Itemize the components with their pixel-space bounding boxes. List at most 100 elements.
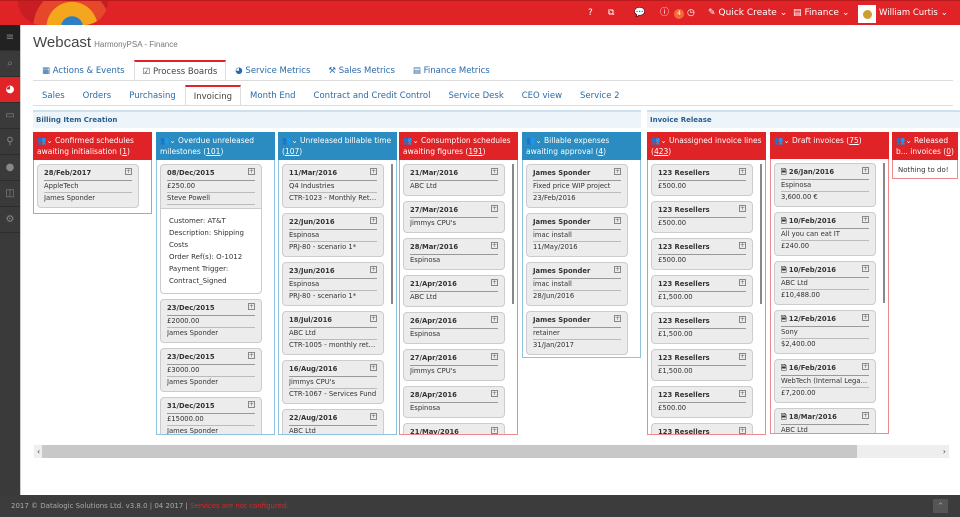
expand-icon[interactable]: +: [491, 353, 498, 360]
vertical-scrollbar[interactable]: [760, 164, 762, 304]
expand-icon[interactable]: +: [614, 217, 621, 224]
board-card[interactable]: 21/Mar/2016 + ABC Ltd: [403, 164, 505, 196]
column-header[interactable]: 👥⌄ Released b... invoices (0): [892, 132, 958, 160]
expand-icon[interactable]: +: [862, 412, 869, 419]
board-card[interactable]: 123 Resellers + £500.00: [651, 238, 753, 270]
scroll-top-button[interactable]: ^: [933, 499, 948, 513]
expand-icon[interactable]: +: [125, 168, 132, 175]
expand-icon[interactable]: +: [248, 303, 255, 310]
board-card[interactable]: 123 Resellers + £500.00: [651, 164, 753, 196]
expand-icon[interactable]: +: [370, 168, 377, 175]
expand-icon[interactable]: +: [862, 363, 869, 370]
column-count-link[interactable]: 75: [849, 136, 859, 145]
expand-icon[interactable]: +: [491, 316, 498, 323]
columns-icon[interactable]: ◫: [0, 181, 20, 207]
expand-icon[interactable]: +: [739, 316, 746, 323]
board-card[interactable]: 26/Apr/2016 + Espinosa: [403, 312, 505, 344]
subtab-service-[interactable]: Service 2: [580, 91, 620, 101]
board-card[interactable]: 28/Apr/2016 + Espinosa: [403, 386, 505, 418]
column-header[interactable]: 👥⌄ Consumption schedules awaiting figure…: [399, 132, 518, 160]
expand-icon[interactable]: +: [739, 279, 746, 286]
board-card[interactable]: 123 Resellers + £500.00: [651, 201, 753, 233]
copy-icon[interactable]: ⧉: [608, 8, 615, 18]
board-card[interactable]: 21/Apr/2016 + ABC Ltd: [403, 275, 505, 307]
quick-create-menu[interactable]: ✎ Quick Create ⌄: [708, 1, 787, 26]
board-card[interactable]: James Sponder + imac install 28/Jun/2016: [526, 262, 628, 306]
board-card[interactable]: 23/Dec/2015 + £2000.00 James Sponder: [160, 299, 262, 343]
notifications[interactable]: 4 ◷: [674, 1, 695, 26]
column-header[interactable]: 👥⌄ Overdue unreleased milestones (101): [156, 132, 275, 160]
board-card[interactable]: 27/Mar/2016 + Jimmys CPU's: [403, 201, 505, 233]
expand-icon[interactable]: +: [862, 314, 869, 321]
expand-icon[interactable]: +: [491, 390, 498, 397]
group-icon[interactable]: 👥⌄: [651, 136, 670, 145]
subtab-sales[interactable]: Sales: [42, 91, 65, 101]
board-card[interactable]: 27/Apr/2016 + Jimmys CPU's: [403, 349, 505, 381]
expand-icon[interactable]: +: [862, 265, 869, 272]
subtab-purchasing[interactable]: Purchasing: [129, 91, 176, 101]
expand-icon[interactable]: +: [370, 217, 377, 224]
column-header[interactable]: 👥⌄ Unassigned invoice lines (423): [647, 132, 766, 160]
board-card[interactable]: 22/Jun/2016 + Espinosa PRJ-80 - scenario 1*: [282, 213, 384, 257]
column-count-link[interactable]: 0: [946, 147, 951, 156]
expand-icon[interactable]: +: [862, 216, 869, 223]
user-icon[interactable]: ●: [0, 155, 20, 181]
chat-icon[interactable]: 💬: [634, 8, 646, 18]
vertical-scrollbar[interactable]: [883, 163, 885, 303]
expand-icon[interactable]: +: [491, 427, 498, 434]
tab-process-boards[interactable]: ☑ Process Boards: [133, 60, 227, 80]
expand-icon[interactable]: +: [739, 353, 746, 360]
expand-icon[interactable]: +: [491, 205, 498, 212]
board-card[interactable]: 16/Aug/2016 + Jimmys CPU's CTR-1067 - Servi…: [282, 360, 384, 404]
column-count-link[interactable]: 101: [206, 147, 221, 156]
board-card[interactable]: 🗎 16/Feb/2016 + WebTech (Internal Legal En…: [774, 359, 876, 403]
group-icon[interactable]: 👥⌄: [403, 136, 422, 145]
expand-icon[interactable]: +: [862, 167, 869, 174]
card-icon[interactable]: ▭: [0, 103, 20, 129]
subtab-ceo-view[interactable]: CEO view: [521, 91, 563, 101]
scrollbar-thumb[interactable]: [42, 445, 857, 458]
board-card[interactable]: 11/Mar/2016 + Q4 Industries CTR-1023 - Mont…: [282, 164, 384, 208]
expand-icon[interactable]: +: [614, 168, 621, 175]
expand-icon[interactable]: +: [370, 266, 377, 273]
board-card[interactable]: 28/Feb/2017 + AppleTech James Sponder: [37, 164, 139, 208]
scroll-right-icon[interactable]: ›: [942, 447, 946, 456]
board-card[interactable]: 08/Dec/2015 + £250.00 Steve Powell Customer:…: [160, 164, 262, 294]
column-header[interactable]: 👥⌄ Draft invoices (75): [770, 132, 889, 159]
search-icon[interactable]: ⌕: [0, 51, 20, 77]
group-icon[interactable]: 👥⌄: [774, 136, 793, 145]
group-icon[interactable]: 👥⌄: [526, 136, 545, 145]
tab-sales-metrics[interactable]: ⚒ Sales Metrics: [319, 60, 404, 80]
subtab-service-desk[interactable]: Service Desk: [448, 91, 504, 101]
expand-icon[interactable]: +: [614, 266, 621, 273]
user-menu[interactable]: William Curtis ⌄: [858, 1, 948, 26]
help-icon[interactable]: ?: [588, 8, 593, 18]
column-count-link[interactable]: 4: [598, 147, 604, 156]
board-card[interactable]: 123 Resellers + £1,500.00: [651, 275, 753, 307]
finance-menu[interactable]: ▤ Finance ⌄: [793, 1, 850, 26]
expand-icon[interactable]: +: [739, 205, 746, 212]
column-count-link[interactable]: 107: [284, 147, 300, 156]
expand-icon[interactable]: +: [248, 352, 255, 359]
board-card[interactable]: 123 Resellers +: [651, 423, 753, 434]
board-card[interactable]: 🗎 10/Feb/2016 + All you can eat IT £240.00: [774, 212, 876, 256]
column-header[interactable]: 👥⌄ Unreleased billable time (107): [278, 132, 397, 160]
board-card[interactable]: 22/Aug/2016 + ABC Ltd: [282, 409, 384, 434]
settings-icon[interactable]: ⚙: [0, 207, 20, 233]
vertical-scrollbar[interactable]: [391, 164, 393, 304]
board-card[interactable]: 🗎 10/Feb/2016 + ABC Ltd £10,488.00: [774, 261, 876, 305]
expand-icon[interactable]: +: [739, 390, 746, 397]
subtab-invoicing[interactable]: Invoicing: [184, 85, 242, 105]
board-card[interactable]: 18/Jul/2016 + ABC Ltd CTR-1005 - monthly re…: [282, 311, 384, 355]
subtab-orders[interactable]: Orders: [82, 91, 112, 101]
expand-icon[interactable]: +: [614, 315, 621, 322]
subtab-contract-and-credit-control[interactable]: Contract and Credit Control: [313, 91, 431, 101]
vertical-scrollbar[interactable]: [512, 164, 514, 304]
expand-icon[interactable]: +: [370, 315, 377, 322]
board-card[interactable]: James Sponder + imac install 11/May/2016: [526, 213, 628, 257]
scroll-left-icon[interactable]: ‹: [37, 447, 41, 456]
expand-icon[interactable]: +: [739, 242, 746, 249]
column-header[interactable]: 👥⌄ Confirmed schedules awaiting initiali…: [33, 132, 152, 160]
board-card[interactable]: 🗎 26/Jan/2016 + Espinosa 3,600.00 €: [774, 163, 876, 207]
info-icon[interactable]: ⓘ: [660, 8, 670, 18]
